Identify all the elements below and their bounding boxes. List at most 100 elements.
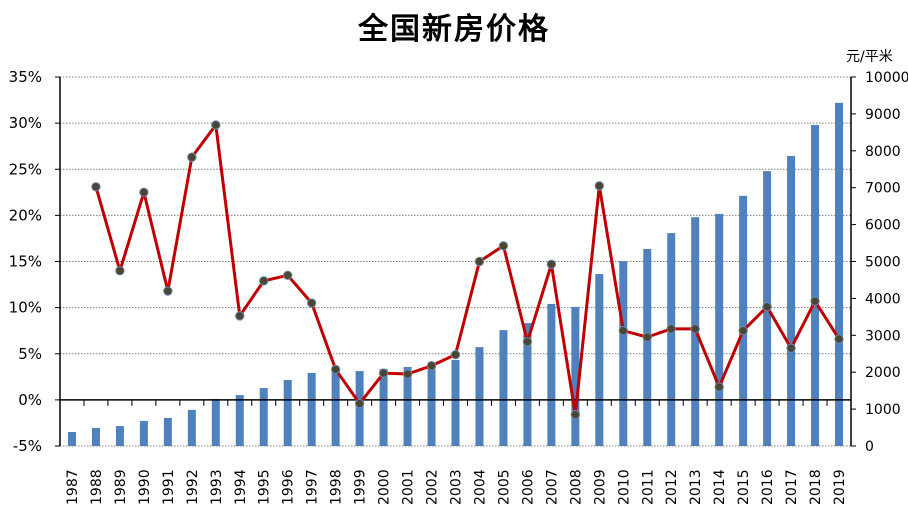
line-marker bbox=[306, 298, 317, 308]
bar-2005 bbox=[499, 330, 508, 446]
bar-2011 bbox=[643, 248, 652, 446]
x-tick-label: 1998 bbox=[329, 469, 345, 505]
bar-2014 bbox=[715, 213, 724, 446]
bar-1999 bbox=[355, 371, 364, 446]
line-marker bbox=[594, 181, 605, 191]
line-marker bbox=[762, 302, 772, 312]
x-tick-label: 2019 bbox=[832, 469, 848, 505]
x-tick-label: 1988 bbox=[89, 469, 105, 505]
bar-2002 bbox=[427, 365, 436, 446]
line-marker bbox=[546, 259, 557, 269]
line-marker bbox=[115, 266, 125, 276]
line-marker bbox=[283, 270, 293, 281]
line-marker bbox=[235, 311, 245, 321]
right-tick-label: 4000 bbox=[865, 291, 901, 307]
line-marker bbox=[690, 324, 700, 334]
line-marker bbox=[810, 296, 820, 306]
x-tick-label: 2016 bbox=[760, 469, 776, 505]
line-marker bbox=[450, 349, 461, 360]
bar-2010 bbox=[619, 261, 628, 446]
right-axis-unit-label: 元/平米 bbox=[846, 49, 893, 65]
bar-2001 bbox=[403, 367, 412, 446]
right-tick-label: 6000 bbox=[865, 218, 901, 234]
left-tick-label: 20% bbox=[9, 206, 42, 224]
left-axis-labels: 35% 30% 25% 20% 15% 10% 5% 0% -5% bbox=[9, 68, 42, 455]
x-tick-label: 1995 bbox=[257, 469, 273, 505]
right-tick-label: 8000 bbox=[865, 144, 901, 160]
bar-1993 bbox=[211, 399, 220, 446]
x-tick-label: 2014 bbox=[712, 469, 728, 505]
x-tick-label: 2008 bbox=[568, 469, 584, 505]
x-tick-label: 2000 bbox=[377, 469, 393, 505]
x-tick-label: 2005 bbox=[496, 469, 512, 505]
line-marker bbox=[786, 343, 796, 353]
line-marker bbox=[642, 332, 652, 342]
bar-2012 bbox=[667, 233, 676, 446]
bar-2008 bbox=[571, 306, 580, 446]
x-tick-label: 2001 bbox=[401, 469, 417, 505]
left-tick-label: 0% bbox=[18, 391, 42, 409]
line-marker bbox=[570, 409, 581, 420]
x-tick-label: 2010 bbox=[616, 469, 632, 505]
right-tick-label: 5000 bbox=[865, 255, 901, 271]
x-tick-label: 2012 bbox=[664, 469, 680, 505]
bar-1988 bbox=[91, 427, 100, 446]
chart-title: 全国新房价格 bbox=[358, 12, 550, 47]
right-tick-label: 0 bbox=[865, 439, 874, 455]
bar-2007 bbox=[547, 303, 556, 446]
bar-2017 bbox=[787, 155, 796, 446]
x-tick-label: 2004 bbox=[472, 469, 488, 505]
left-tick-label: 35% bbox=[9, 68, 42, 86]
x-tick-label: 2011 bbox=[640, 469, 656, 505]
line-marker bbox=[139, 187, 149, 198]
line-marker bbox=[378, 368, 389, 378]
right-tick-label: 2000 bbox=[865, 365, 901, 381]
bar-1998 bbox=[331, 369, 340, 446]
right-tick-label: 1000 bbox=[865, 402, 901, 418]
line-marker bbox=[522, 337, 533, 347]
x-axis-labels: 1987 1988 1989 1990 1991 1992 1993 1994 1995 1996… bbox=[65, 469, 848, 505]
line-marker bbox=[354, 398, 365, 409]
axes bbox=[55, 76, 856, 447]
x-tick-label: 1989 bbox=[113, 469, 129, 505]
x-tick-label: 2009 bbox=[592, 469, 608, 505]
line-marker bbox=[834, 334, 844, 344]
line-marker bbox=[163, 286, 173, 296]
x-tick-label: 2006 bbox=[520, 469, 536, 505]
left-tick-label: 5% bbox=[18, 345, 42, 363]
left-tick-label: 10% bbox=[9, 299, 42, 317]
bar-1997 bbox=[307, 372, 316, 446]
right-tick-label: 7000 bbox=[865, 181, 901, 197]
left-tick-label: 25% bbox=[9, 160, 42, 178]
bar-2009 bbox=[595, 274, 604, 446]
right-tick-label: 10000 bbox=[865, 70, 908, 86]
x-tick-label: 1999 bbox=[353, 469, 369, 505]
x-tick-label: 2003 bbox=[449, 469, 465, 505]
x-tick-label: 1990 bbox=[137, 469, 153, 505]
right-tick-label: 3000 bbox=[865, 328, 901, 344]
bar-2015 bbox=[739, 195, 748, 446]
bar-1990 bbox=[139, 420, 148, 446]
left-tick-label: 15% bbox=[9, 253, 42, 271]
bar-2004 bbox=[475, 347, 484, 446]
x-tick-label: 1987 bbox=[65, 469, 81, 505]
line-marker bbox=[738, 325, 748, 336]
x-tick-label: 2013 bbox=[688, 469, 704, 505]
bar-1991 bbox=[163, 417, 172, 446]
bar-2018 bbox=[811, 124, 820, 446]
right-axis-labels: 1000090008000700060005000400030002000100… bbox=[865, 70, 908, 455]
line-marker bbox=[187, 152, 197, 162]
bar-1992 bbox=[187, 409, 196, 446]
line-marker bbox=[666, 324, 676, 334]
bar-2003 bbox=[451, 360, 460, 446]
bar-1989 bbox=[115, 426, 124, 446]
bar-1995 bbox=[259, 388, 268, 446]
x-tick-label: 1993 bbox=[209, 469, 225, 505]
bar-2019 bbox=[835, 102, 844, 446]
growth-line bbox=[91, 120, 844, 420]
bar-2000 bbox=[379, 368, 388, 446]
x-tick-label: 2018 bbox=[808, 469, 824, 505]
x-tick-label: 2002 bbox=[425, 469, 441, 505]
x-tick-label: 1992 bbox=[185, 469, 201, 505]
right-tick-label: 9000 bbox=[865, 107, 901, 123]
